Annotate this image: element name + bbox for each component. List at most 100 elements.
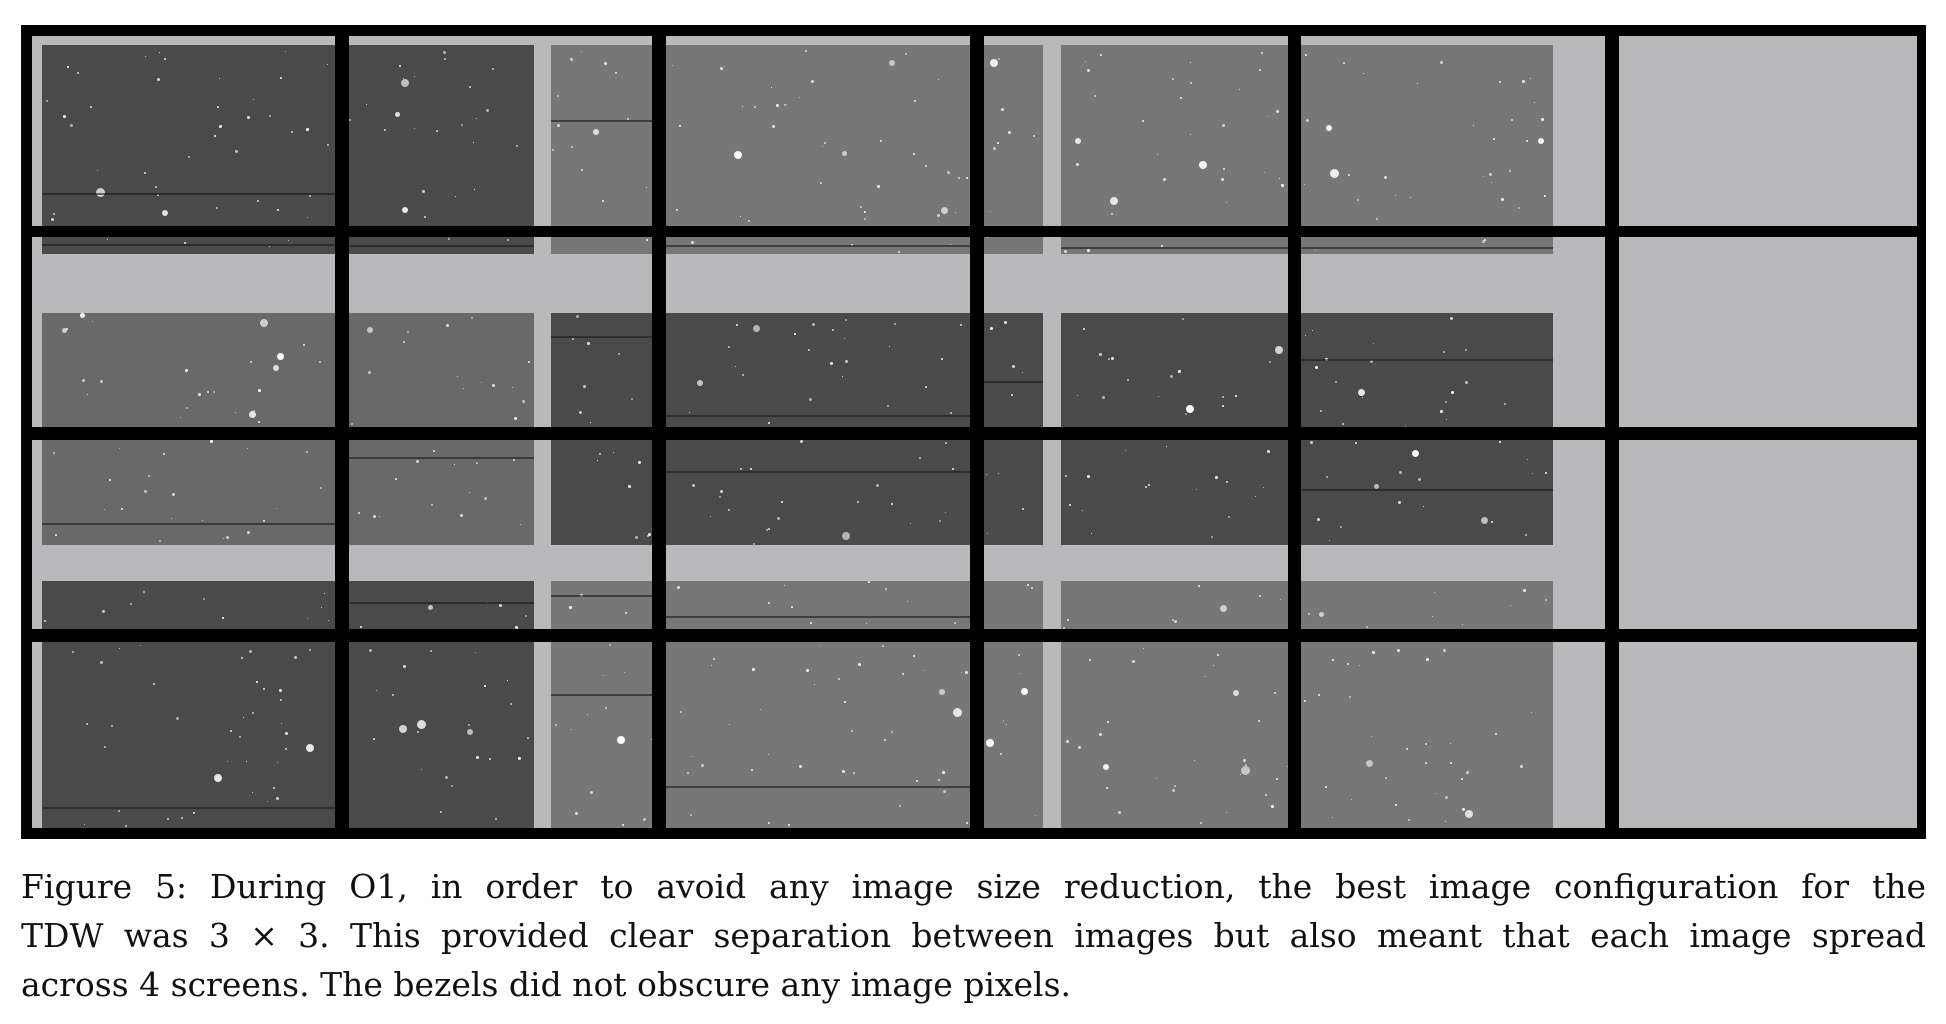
star	[748, 220, 750, 222]
star	[1483, 176, 1484, 177]
star	[455, 196, 456, 197]
astronomy-image-fragment	[349, 313, 534, 427]
star	[96, 188, 105, 197]
sensor-streak	[349, 457, 534, 459]
star	[446, 324, 449, 327]
astronomy-image-fragment	[349, 581, 534, 629]
star	[309, 649, 311, 651]
star	[324, 593, 325, 594]
star	[280, 699, 282, 701]
star	[624, 672, 625, 673]
star	[1099, 733, 1102, 736]
star	[810, 622, 812, 624]
star	[1330, 169, 1339, 178]
star	[844, 701, 846, 703]
star	[70, 124, 73, 127]
star	[213, 391, 215, 393]
star	[1412, 450, 1419, 457]
star	[1370, 360, 1373, 363]
star	[1335, 381, 1337, 383]
star	[1491, 182, 1492, 183]
star	[799, 97, 800, 98]
star	[1348, 174, 1350, 176]
star	[877, 185, 880, 188]
star	[742, 374, 744, 376]
star	[1372, 651, 1375, 654]
star	[246, 761, 247, 762]
star	[367, 327, 373, 333]
star	[1526, 140, 1528, 142]
star	[851, 730, 853, 732]
star	[687, 772, 689, 774]
display-screen	[349, 642, 652, 828]
display-screen	[1301, 36, 1605, 226]
display-screen	[666, 642, 970, 828]
star	[1226, 812, 1227, 813]
star	[512, 387, 513, 388]
star	[1241, 766, 1250, 775]
star	[1466, 771, 1469, 774]
star	[269, 246, 270, 247]
star	[1493, 138, 1495, 140]
star	[1359, 665, 1360, 666]
star	[1527, 459, 1528, 460]
star	[1531, 712, 1532, 713]
star	[235, 150, 238, 153]
star	[457, 376, 458, 377]
star	[277, 209, 279, 211]
star	[1226, 481, 1228, 483]
star	[602, 200, 604, 202]
star	[1520, 765, 1523, 768]
star	[90, 106, 92, 108]
star	[1075, 138, 1081, 144]
star	[417, 720, 426, 729]
star	[1190, 134, 1191, 135]
star	[307, 618, 308, 619]
star	[925, 386, 927, 388]
star	[1518, 207, 1520, 209]
star	[701, 764, 704, 767]
star	[1545, 599, 1547, 601]
star	[107, 239, 108, 240]
star	[467, 729, 473, 735]
star	[1499, 81, 1501, 83]
star	[581, 51, 582, 52]
star	[937, 214, 940, 217]
star	[646, 239, 648, 241]
star	[720, 67, 723, 70]
star	[243, 717, 244, 718]
sensor-streak	[666, 786, 970, 788]
star	[51, 218, 54, 221]
star	[752, 668, 755, 671]
star	[1255, 496, 1256, 497]
star	[203, 598, 205, 600]
star	[1035, 815, 1036, 816]
star	[1194, 760, 1195, 761]
star	[571, 729, 572, 730]
star	[319, 361, 321, 363]
star	[822, 146, 823, 147]
star	[185, 369, 188, 372]
star	[102, 610, 105, 613]
star	[1000, 753, 1002, 755]
star	[1004, 321, 1007, 324]
star	[569, 606, 572, 609]
star	[1274, 692, 1276, 694]
star	[1132, 660, 1135, 663]
star	[1489, 173, 1492, 176]
astronomy-image-fragment	[1061, 45, 1288, 226]
display-screen	[666, 36, 970, 226]
star	[227, 761, 228, 762]
star	[1157, 154, 1158, 155]
star	[422, 190, 425, 193]
astronomy-image-fragment	[1301, 642, 1553, 828]
star	[1127, 379, 1129, 381]
star	[46, 100, 48, 102]
star	[938, 79, 939, 80]
star	[691, 241, 694, 244]
star	[720, 490, 723, 493]
star	[842, 770, 845, 773]
star	[463, 388, 464, 389]
star	[1033, 135, 1035, 137]
star	[753, 325, 760, 332]
